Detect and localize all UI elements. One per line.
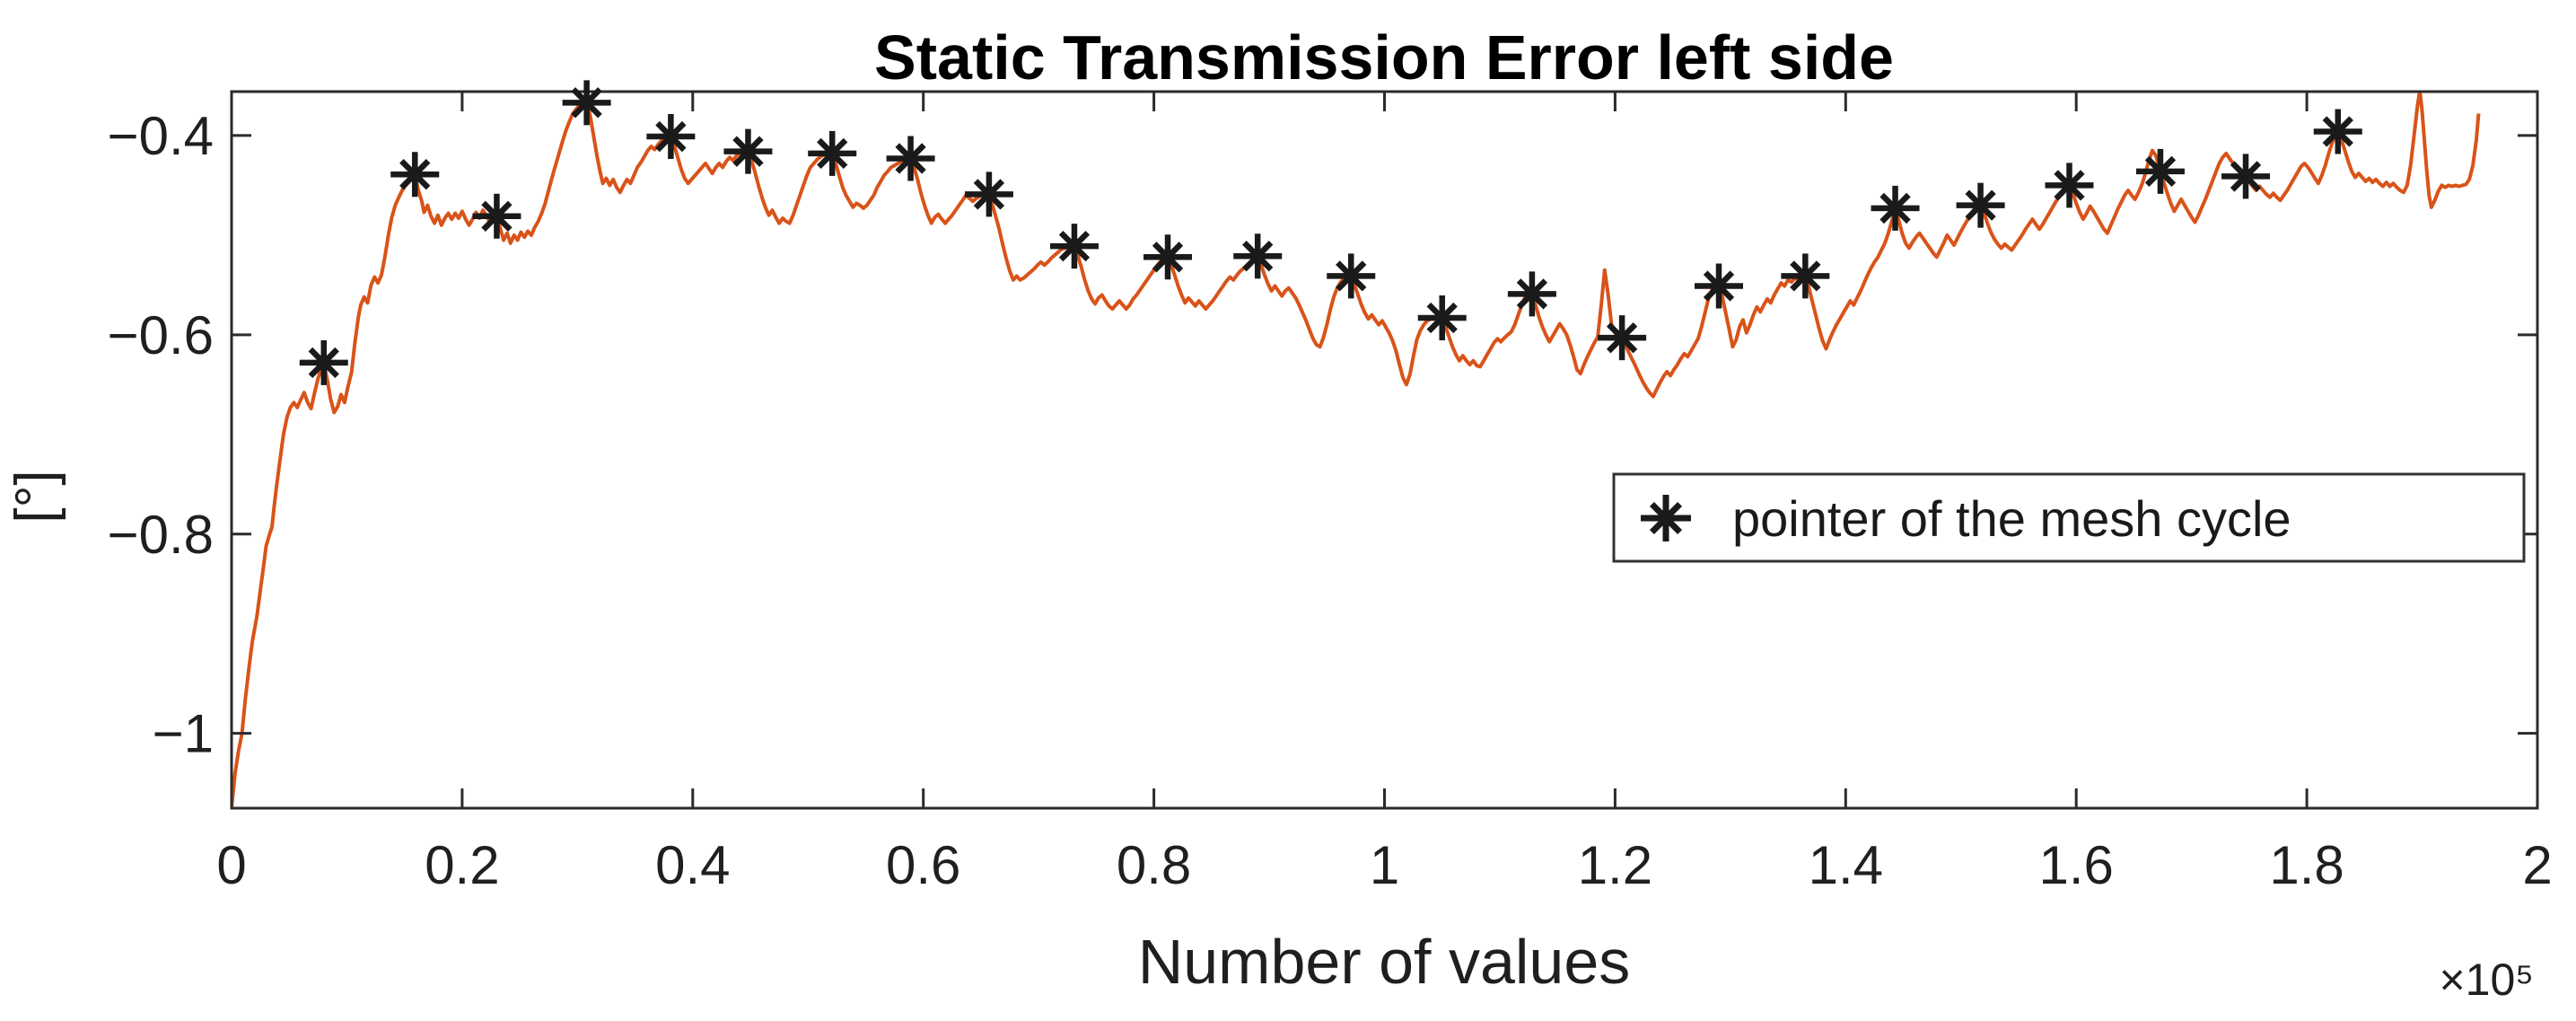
mesh-cycle-asterisk <box>1327 253 1376 299</box>
mesh-cycle-asterisk <box>390 152 440 198</box>
mesh-cycle-asterisk <box>2045 163 2094 208</box>
mesh-cycle-asterisk <box>1598 315 1647 361</box>
legend: pointer of the mesh cycle <box>1612 472 2526 563</box>
mesh-cycle-asterisk <box>1871 185 1920 231</box>
mesh-cycle-asterisk <box>1233 233 1283 279</box>
x-tick-label: 0.4 <box>655 835 730 895</box>
x-tick-label: 1.2 <box>1578 835 1652 895</box>
x-tick-label: 0.6 <box>886 835 960 895</box>
mesh-cycle-asterisk <box>1956 182 2005 228</box>
axes: 0 0.2 0.4 0.6 0.8 1 1.2 1.4 1.6 1.8 2 −0.4 −0.6 −0.8 −… <box>108 90 2553 895</box>
mesh-cycle-asterisk <box>723 128 773 174</box>
x-tick-label: 2 <box>2522 835 2552 895</box>
mesh-cycle-asterisk <box>646 114 696 160</box>
x-tick-label: 1.8 <box>2269 835 2344 895</box>
x-tick-label: 1 <box>1370 835 1399 895</box>
asterisk-marker-icon <box>1641 495 1691 541</box>
y-axis-label: [°] <box>4 470 66 523</box>
x-tick-label: 1.4 <box>1809 835 1883 895</box>
mesh-cycle-asterisk <box>562 80 611 126</box>
tick-marks <box>230 92 2539 808</box>
legend-asterisk-glyph <box>1641 495 1691 541</box>
mesh-cycle-asterisk <box>1781 253 1830 299</box>
tick-labels: 0 0.2 0.4 0.6 0.8 1 1.2 1.4 1.6 1.8 2 −0.4 −0.6 −0.8 −… <box>108 106 2553 895</box>
y-tick-label: −0.4 <box>108 106 214 166</box>
mesh-cycle-asterisk <box>1695 263 1744 309</box>
chart-title: Static Transmission Error left side <box>874 22 1894 92</box>
legend-label: pointer of the mesh cycle <box>1732 490 2291 547</box>
mesh-cycle-asterisk <box>299 339 348 385</box>
x-tick-label: 0.8 <box>1117 835 1191 895</box>
y-tick-label: −0.6 <box>108 305 214 365</box>
x-tick-label: 1.6 <box>2038 835 2113 895</box>
x-tick-label: 0 <box>216 835 246 895</box>
x-axis-exponent-label: ×10⁵ <box>2439 955 2534 1005</box>
mesh-cycle-asterisk <box>808 130 857 176</box>
mesh-cycle-asterisk <box>1049 224 1099 269</box>
mesh-cycle-asterisk <box>472 193 521 239</box>
y-tick-label: −1 <box>153 704 214 764</box>
mesh-cycle-asterisk <box>2221 154 2271 199</box>
mesh-cycle-asterisk <box>1507 271 1556 317</box>
x-tick-label: 0.2 <box>425 835 499 895</box>
mesh-cycle-asterisk <box>964 172 1013 217</box>
mesh-cycle-markers <box>299 80 2362 385</box>
mesh-cycle-asterisk <box>1417 295 1467 340</box>
mesh-cycle-asterisk <box>2135 148 2185 194</box>
x-axis-label: Number of values <box>1138 927 1631 997</box>
legend-box <box>1612 472 2526 563</box>
mesh-cycle-asterisk <box>2313 109 2362 154</box>
mesh-cycle-asterisk <box>886 136 935 181</box>
y-tick-label: −0.8 <box>108 505 214 565</box>
mesh-cycle-asterisk <box>1143 234 1193 280</box>
